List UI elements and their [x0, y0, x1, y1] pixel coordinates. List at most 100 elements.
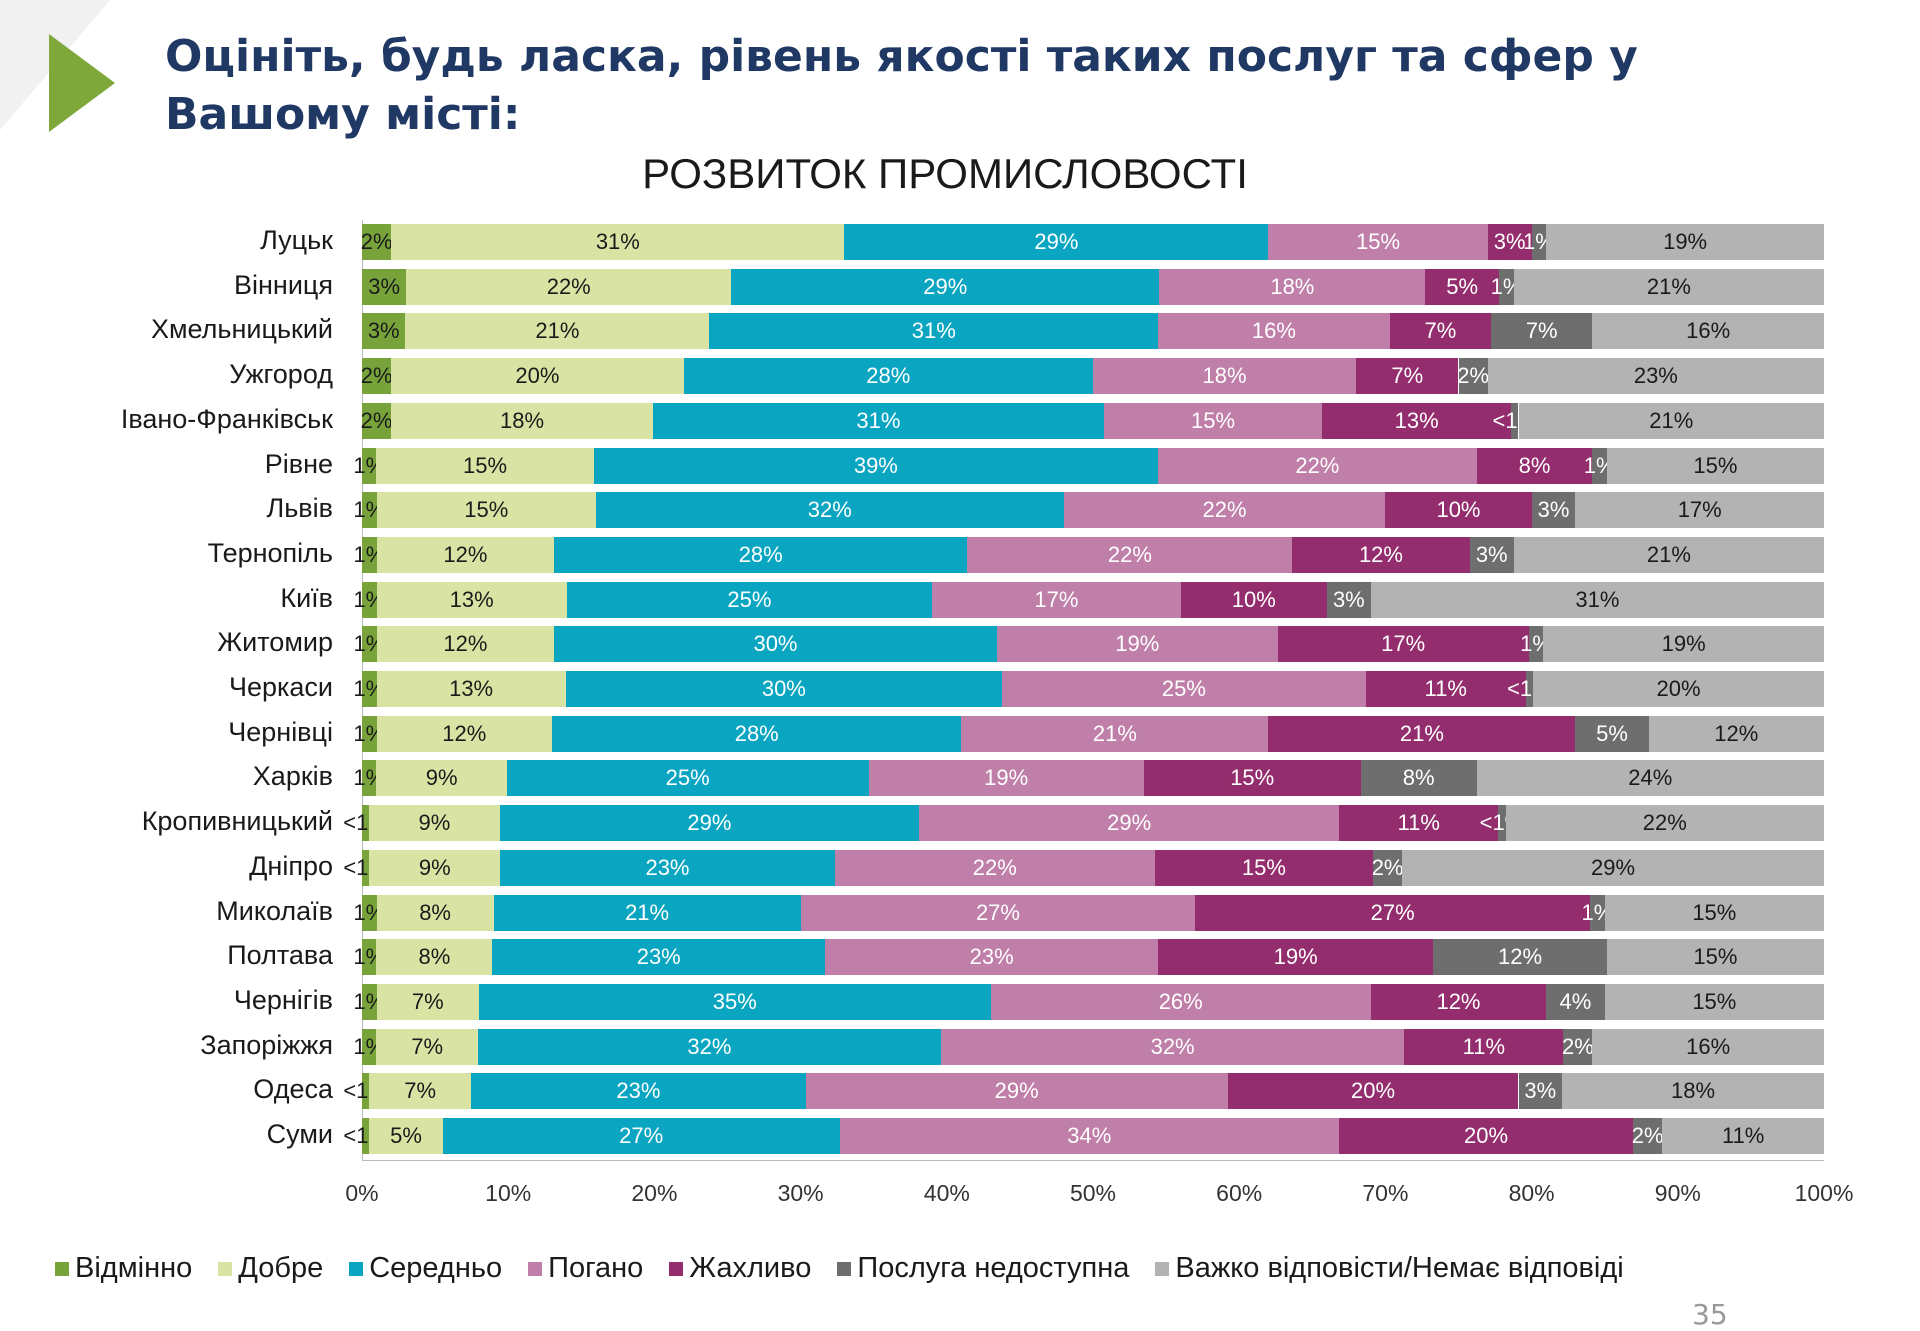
bar-segment: <1%	[1480, 805, 1524, 842]
bar-segment: 8%	[376, 939, 493, 976]
bar-segment: 19%	[1543, 626, 1824, 663]
bar-segment: 15%	[1604, 983, 1824, 1020]
legend-swatch-icon	[837, 1261, 852, 1276]
legend-swatch-icon	[528, 1261, 543, 1276]
category-label: Київ	[280, 582, 333, 613]
bar-segment: 2%	[1632, 1118, 1664, 1154]
bar-segment: 11%	[1339, 805, 1499, 842]
bar-segment: 1%	[353, 492, 385, 529]
bar-segment: 7%	[1491, 313, 1593, 350]
category-label: Суми	[266, 1119, 333, 1149]
bar-segment: 30%	[565, 671, 1003, 707]
bar-segment: 15%	[1143, 760, 1361, 797]
page-title: Оцініть, будь ласка, рівень якості таких…	[165, 31, 1638, 140]
bar-segment: 15%	[376, 492, 596, 529]
bar-segment: 12%	[1370, 983, 1547, 1020]
legend-label: Важко відповісти/Немає відповіді	[1175, 1252, 1624, 1284]
bar-segment: 11%	[1662, 1118, 1824, 1154]
bar-segment: 1%	[353, 626, 385, 663]
legend-swatch-icon	[349, 1261, 364, 1276]
bar-segment: 12%	[376, 536, 554, 573]
bar-segment: 15%	[1268, 224, 1488, 260]
bar-segment: 22%	[967, 536, 1293, 573]
category-label: Черкаси	[228, 672, 333, 702]
bar-segment: 1%	[353, 447, 385, 484]
x-tick-label: 0%	[345, 1180, 379, 1206]
category-label: Вінниця	[234, 269, 333, 300]
bar-segment: 12%	[1648, 715, 1824, 752]
bar-segment: 19%	[997, 626, 1278, 663]
category-label: Дніпро	[249, 850, 333, 881]
bar-segment: 2%	[361, 402, 392, 439]
bar-segment: 12%	[376, 626, 554, 663]
x-tick-label: 70%	[1362, 1180, 1409, 1206]
bar-segment: 26%	[990, 983, 1371, 1020]
bar-segment: 17%	[1277, 626, 1529, 663]
bar-segment: 1%	[353, 983, 385, 1020]
legend-label: Послуга недоступна	[857, 1252, 1130, 1284]
bar-segment: 23%	[500, 849, 835, 886]
bar-segment: 3%	[1531, 492, 1576, 529]
category-label: Харків	[252, 761, 333, 792]
bar-segment: 21%	[1268, 715, 1576, 752]
category-label: Одеса	[253, 1074, 333, 1105]
x-tick-label: 40%	[923, 1180, 970, 1206]
legend-label: Середньо	[369, 1252, 503, 1284]
bar-segment: 5%	[1425, 268, 1500, 305]
bar-segment: <1%	[343, 805, 388, 842]
legend-swatch-icon	[218, 1261, 233, 1276]
legend-item: Жахливо	[669, 1252, 811, 1285]
category-label: Хмельницький	[150, 314, 333, 345]
bar-segment: 15%	[1154, 849, 1374, 886]
legend-label: Відмінно	[75, 1252, 193, 1284]
bar-segment: 12%	[376, 715, 553, 752]
category-label: Запоріжжя	[200, 1029, 333, 1060]
bar-segment: 5%	[369, 1118, 443, 1154]
bar-segment: 21%	[961, 715, 1269, 752]
bar-segment: 3%	[362, 268, 407, 305]
x-tick-label: 50%	[1069, 1180, 1117, 1206]
bar-segment: 1%	[1523, 224, 1555, 260]
bar-segment: 27%	[442, 1118, 840, 1154]
bar-segment: 10%	[1180, 581, 1327, 618]
x-tick-label: 30%	[777, 1180, 824, 1206]
bar-segment: 16%	[1592, 313, 1824, 350]
bar-segment: 22%	[1063, 492, 1386, 529]
bar-segment: 23%	[825, 939, 1159, 976]
bar-segment: 25%	[566, 581, 933, 618]
legend-item: Послуга недоступна	[837, 1252, 1129, 1285]
bar-segment: 17%	[932, 581, 1181, 618]
legend-swatch-icon	[1155, 1261, 1170, 1276]
bar-segment: 28%	[552, 715, 962, 752]
legend-label: Жахливо	[689, 1252, 812, 1284]
category-label: Рівне	[264, 448, 333, 479]
bar-segment: 2%	[361, 358, 393, 395]
bar-segment: 18%	[391, 402, 653, 439]
bar-segment: 19%	[1158, 939, 1434, 976]
bar-segment: 20%	[1533, 671, 1824, 707]
bar-segment: 7%	[1389, 313, 1492, 350]
bar-segment: 7%	[1356, 358, 1459, 395]
bar-segment: 4%	[1546, 983, 1605, 1020]
bar-segment: 3%	[362, 313, 406, 350]
bar-segment: 7%	[376, 1028, 478, 1065]
bar-segment: 1%	[1584, 447, 1616, 484]
bar-segment: 29%	[919, 805, 1340, 842]
legend-item: Середньо	[349, 1252, 502, 1285]
category-label: Чернігів	[233, 984, 333, 1015]
x-tick-label: 10%	[485, 1180, 532, 1206]
bar-segment: 32%	[595, 492, 1064, 529]
bar-segment: 23%	[1487, 358, 1824, 395]
bar-segment: 31%	[709, 313, 1159, 350]
category-label: Львів	[266, 493, 333, 524]
bar-segment: 35%	[478, 983, 991, 1020]
legend-swatch-icon	[669, 1261, 684, 1276]
x-tick-label: 20%	[631, 1180, 678, 1206]
bar-segment: 8%	[1360, 760, 1477, 797]
bar-segment: 39%	[593, 447, 1159, 484]
category-label: Чернівці	[228, 716, 333, 747]
legend-item: Відмінно	[55, 1252, 192, 1285]
bar-segment: 20%	[1227, 1073, 1519, 1110]
bar-segment: 13%	[376, 671, 566, 707]
